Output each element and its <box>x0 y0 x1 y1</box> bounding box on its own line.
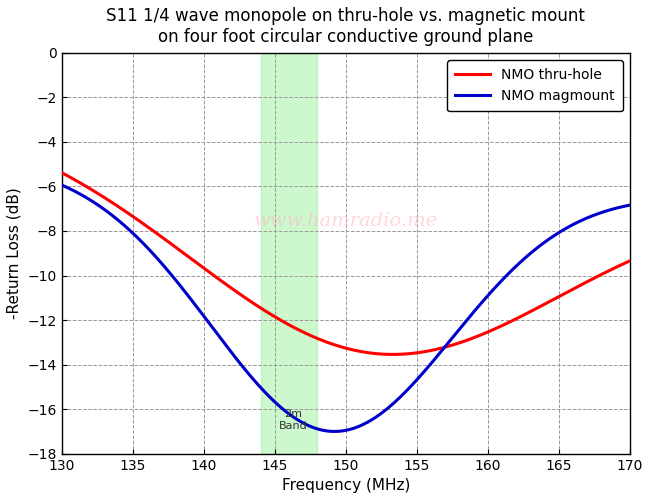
NMO thru-hole <box>116 204 124 210</box>
NMO thru-hole <box>626 258 634 264</box>
Legend: NMO thru-hole, NMO magmount: NMO thru-hole, NMO magmount <box>447 60 623 112</box>
NMO magmount <box>501 274 509 280</box>
Bar <box>261 53 317 454</box>
NMO thru-hole <box>287 323 295 329</box>
NMO thru-hole <box>308 333 316 339</box>
NMO thru-hole <box>58 170 66 175</box>
NMO magmount <box>287 412 295 418</box>
NMO magmount <box>448 334 456 340</box>
Y-axis label: -Return Loss (dB): -Return Loss (dB) <box>7 188 22 319</box>
X-axis label: Frequency (MHz): Frequency (MHz) <box>281 478 410 493</box>
Text: www.hamradio.me: www.hamradio.me <box>254 212 438 230</box>
Line: NMO magmount: NMO magmount <box>62 185 630 432</box>
NMO magmount <box>308 424 316 430</box>
Line: NMO thru-hole: NMO thru-hole <box>62 172 630 354</box>
NMO thru-hole <box>448 342 456 348</box>
Title: S11 1/4 wave monopole on thru-hole vs. magnetic mount
on four foot circular cond: S11 1/4 wave monopole on thru-hole vs. m… <box>107 7 585 46</box>
Text: 2m
Band: 2m Band <box>279 410 307 431</box>
NMO magmount <box>626 202 634 208</box>
NMO magmount <box>512 264 519 270</box>
NMO thru-hole <box>389 352 396 358</box>
NMO magmount <box>331 428 339 434</box>
NMO thru-hole <box>512 316 519 322</box>
NMO magmount <box>116 218 124 224</box>
NMO magmount <box>58 182 66 188</box>
NMO thru-hole <box>501 321 509 327</box>
